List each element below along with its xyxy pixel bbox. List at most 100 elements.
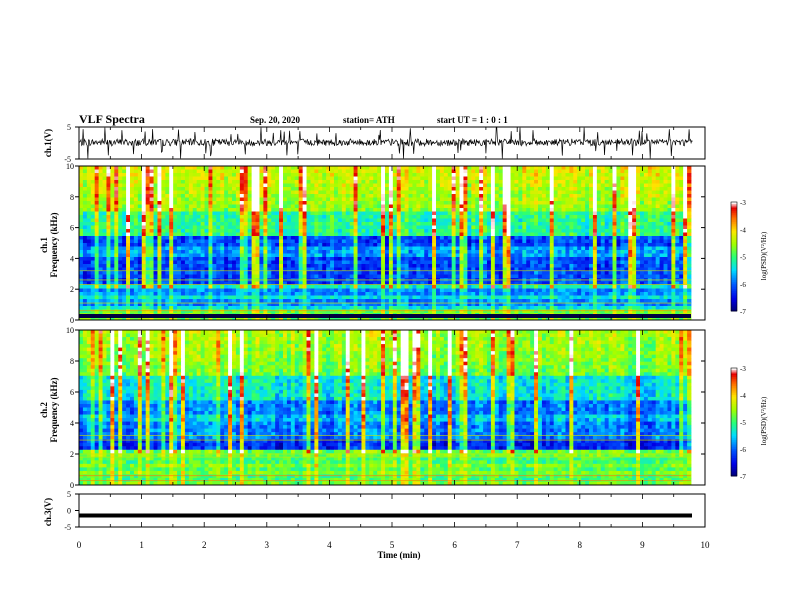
spectrogram-cell [557, 194, 562, 198]
spectrogram-cell [667, 197, 672, 202]
spectrogram-cell [541, 250, 547, 254]
spectrogram-cell [177, 232, 182, 237]
spectrogram-cell [188, 173, 194, 177]
spectrogram-cell [651, 211, 657, 216]
spectrogram-cell [216, 180, 221, 184]
spectrogram-cell [589, 253, 594, 258]
spectrogram-cell [585, 194, 590, 198]
spectrogram-cell [612, 201, 617, 205]
spectrogram-cell [663, 211, 668, 216]
spectrogram-cell [530, 218, 535, 223]
spectrogram-cell [82, 239, 88, 244]
spectrogram-cell [420, 194, 425, 198]
spectrogram-cell [647, 264, 653, 268]
spectrogram-cell [200, 271, 205, 275]
spectrogram-cell [106, 243, 111, 247]
spectrogram-cell [106, 253, 111, 258]
spectrogram-cell [624, 257, 629, 261]
spectrogram-cell [624, 253, 629, 258]
spectrogram-cell [82, 211, 88, 216]
spectrogram-cell [114, 257, 119, 261]
spectrogram-cell [149, 204, 154, 209]
spectrogram-cell [306, 169, 311, 174]
spectrogram-cell [106, 267, 111, 272]
spectrogram-cell [271, 204, 276, 209]
spectrogram-cell [592, 187, 598, 191]
spectrogram-cell [671, 197, 676, 202]
spectrogram-cell [400, 239, 406, 244]
spectrogram-cell [522, 194, 527, 198]
spectrogram-cell [130, 274, 135, 279]
spectrogram-cell [224, 250, 229, 254]
spectrogram-cell [130, 208, 135, 212]
spectrogram-cell [396, 173, 402, 177]
spectrogram-cell [310, 166, 315, 170]
spectrogram-cell [565, 169, 570, 174]
spectrogram-cell [298, 201, 304, 205]
spectrogram-cell [596, 243, 602, 247]
spectrogram-cell [373, 260, 378, 265]
spectrogram-cell [118, 218, 123, 223]
spectrogram-cell [534, 180, 539, 184]
spectrogram-cell [655, 218, 661, 223]
spectrogram-cell [628, 183, 633, 188]
spectrogram-cell [345, 183, 351, 188]
spectrogram-cell [443, 225, 449, 230]
spectrogram-cell [683, 267, 688, 272]
spectrogram-cell [267, 225, 272, 230]
spectrogram-cell [541, 173, 547, 177]
spectrogram-cell [220, 243, 225, 247]
spectrogram-cell [243, 194, 249, 198]
spectrogram-cell [373, 246, 378, 251]
spectrogram-cell [667, 253, 672, 258]
spectrogram-cell [208, 250, 213, 254]
spectrogram-cell [118, 250, 123, 254]
spectrogram-cell [298, 208, 304, 212]
spectrogram-cell [200, 201, 205, 205]
spectrogram-cell [212, 215, 217, 219]
spectrogram-cell [228, 211, 233, 216]
spectrogram-cell [188, 257, 194, 261]
spectrogram-cell [388, 267, 394, 272]
spectrogram-cell [232, 264, 237, 268]
spectrogram-cell [451, 232, 457, 237]
spectrogram-cell [153, 267, 158, 272]
spectrogram-cell [149, 180, 154, 184]
spectrogram-cell [165, 243, 170, 247]
spectrogram-cell [392, 194, 398, 198]
spectrogram-cell [184, 194, 190, 198]
spectrogram-cell [239, 187, 245, 191]
spectrogram-cell [208, 215, 213, 219]
spectrogram-cell [581, 180, 586, 184]
spectrogram-cell [79, 187, 84, 191]
spectrogram-cell [349, 271, 355, 275]
spectrogram-cell [557, 257, 562, 261]
spectrogram-cell [267, 271, 272, 275]
spectrogram-cell [224, 267, 229, 272]
spectrogram-cell [604, 183, 610, 188]
spectrogram-cell [636, 236, 641, 240]
spectrogram-cell [94, 257, 100, 261]
spectrogram-cell [314, 243, 319, 247]
spectrogram-cell [647, 194, 653, 198]
spectrogram-cell [275, 194, 280, 198]
spectrogram-cell [188, 264, 194, 268]
spectrogram-cell [534, 176, 539, 181]
spectrogram-cell [424, 274, 429, 279]
spectrogram-cell [545, 204, 551, 209]
spectrogram-cell [102, 215, 107, 219]
spectrogram-cell [463, 236, 468, 240]
spectrogram-cell [126, 236, 131, 240]
spectrogram-cell [94, 271, 100, 275]
spectrogram-cell [349, 229, 355, 233]
spectrogram-cell [157, 187, 162, 191]
spectrogram-cell [196, 208, 202, 212]
spectrogram-cell [498, 257, 504, 261]
spectrogram-cell [565, 173, 570, 177]
spectrogram-cell [243, 166, 249, 170]
spectrogram-cell [545, 183, 551, 188]
spectrogram-cell [498, 190, 504, 195]
spectrogram-cell [612, 264, 617, 268]
spectrogram-cell [467, 166, 472, 170]
spectrogram-cell [349, 232, 355, 237]
